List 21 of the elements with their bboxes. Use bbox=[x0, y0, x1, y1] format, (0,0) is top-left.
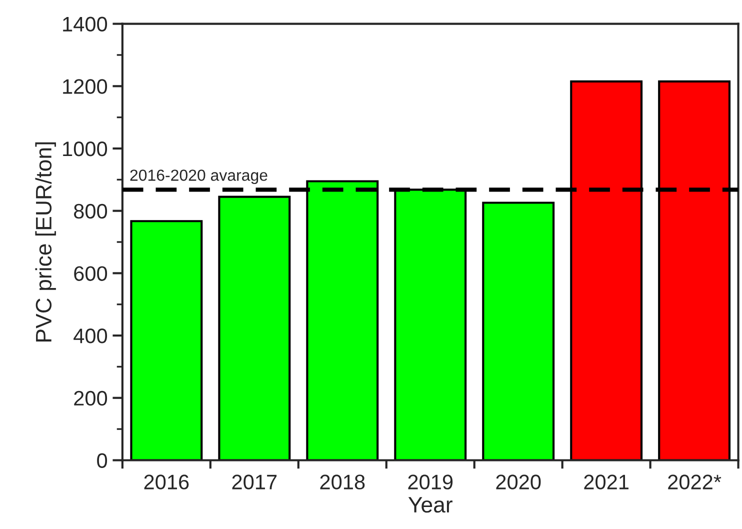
bar bbox=[130, 220, 203, 460]
x-axis-title: Year bbox=[408, 497, 452, 513]
bar bbox=[482, 202, 555, 460]
y-tick-label: 200 bbox=[74, 390, 108, 406]
y-tick-label: 400 bbox=[74, 328, 108, 344]
ref-line-label: 2016-2020 avarage bbox=[130, 170, 268, 184]
x-tick-label: 2017 bbox=[232, 474, 277, 490]
x-tick-label: 2019 bbox=[408, 474, 453, 490]
y-tick-label: 1000 bbox=[63, 142, 108, 156]
y-tick-label: 600 bbox=[74, 266, 108, 281]
x-tick-label: 2018 bbox=[320, 474, 365, 490]
y-tick-label: 0 bbox=[97, 453, 108, 468]
y-axis-title: PVC price [EUR/ton] bbox=[35, 142, 56, 342]
y-tick-label: 1400 bbox=[63, 16, 108, 32]
y-tick-label: 800 bbox=[74, 204, 108, 219]
x-tick-label: 2016 bbox=[144, 474, 189, 490]
x-tick-label: 2021 bbox=[584, 474, 628, 490]
x-tick-label: 2022* bbox=[668, 474, 722, 490]
bar bbox=[218, 196, 291, 460]
y-tick-label: 1200 bbox=[63, 79, 108, 94]
x-tick-label: 2020 bbox=[496, 474, 541, 490]
